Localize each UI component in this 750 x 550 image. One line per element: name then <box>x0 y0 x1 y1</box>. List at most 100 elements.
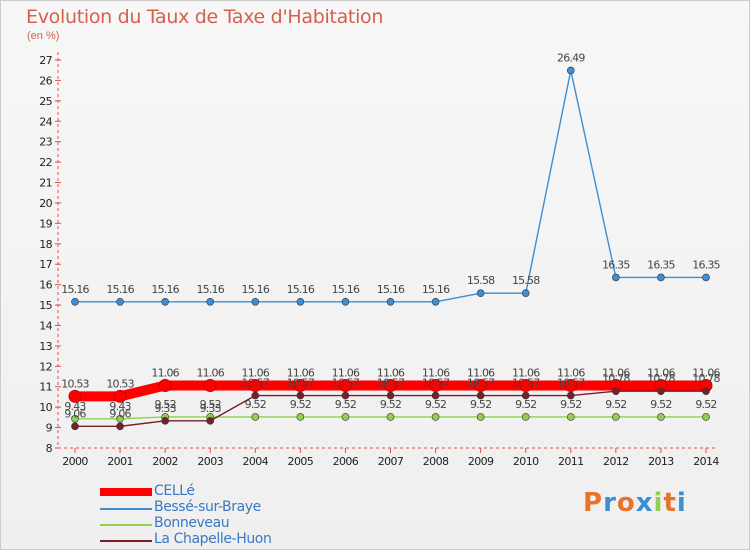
data-point <box>116 422 124 431</box>
data-label: 9.52 <box>380 398 401 411</box>
data-point <box>566 66 575 75</box>
data-label: 15.16 <box>287 283 315 296</box>
data-label: 10.57 <box>287 377 315 390</box>
data-label: 10.78 <box>602 372 630 385</box>
data-label: 11.06 <box>467 367 495 380</box>
y-tick-label: 14 <box>39 319 52 332</box>
data-label: 9.52 <box>515 398 536 411</box>
data-label: 16.35 <box>692 258 720 271</box>
data-point <box>431 297 440 306</box>
data-label: 10.57 <box>467 377 495 390</box>
data-label: 15.16 <box>106 283 134 296</box>
data-label: 9.33 <box>200 402 222 415</box>
data-point <box>566 391 575 400</box>
data-labels: 10.53 10.53 11.06 11.06 11.06 11.06 11.06 11.06… <box>61 51 721 420</box>
data-label: 15.16 <box>422 283 450 296</box>
data-point <box>251 297 260 306</box>
data-point <box>612 413 620 421</box>
data-point <box>161 417 169 425</box>
data-point <box>431 413 440 421</box>
data-point <box>296 297 305 306</box>
data-label: 9.43 <box>64 400 86 413</box>
data-label: 11.06 <box>647 367 675 380</box>
x-tick-label: 2005 <box>288 455 314 468</box>
data-point <box>429 379 443 393</box>
data-point <box>68 389 82 403</box>
x-tick-label: 2000 <box>62 455 88 468</box>
legend-swatch <box>100 508 152 510</box>
data-label: 15.16 <box>242 283 270 296</box>
legend-label: Bessé-sur-Braye <box>154 499 261 515</box>
data-point <box>341 391 350 400</box>
data-point <box>476 289 485 298</box>
data-point <box>248 379 262 393</box>
y-tick-label: 27 <box>39 54 52 67</box>
data-label: 15.58 <box>512 274 540 287</box>
data-point <box>341 297 350 306</box>
data-point <box>702 273 710 282</box>
data-label: 10.57 <box>242 377 270 390</box>
y-tick-label: 8 <box>46 442 53 455</box>
x-tick-label: 2003 <box>197 455 223 468</box>
data-point <box>296 413 305 421</box>
data-point <box>476 413 485 421</box>
x-tick-label: 2004 <box>242 455 268 468</box>
chart-title: Evolution du Taux de Taxe d'Habitation <box>26 6 384 28</box>
legend-swatch <box>100 524 152 526</box>
data-point <box>158 379 172 393</box>
legend-label: Bonneveau <box>154 515 230 531</box>
data-label: 15.16 <box>151 283 179 296</box>
x-tick-label: 2001 <box>107 455 133 468</box>
y-tick-label: 24 <box>39 115 52 128</box>
data-point <box>338 379 352 393</box>
data-label: 26.49 <box>557 51 585 64</box>
data-label: 16.35 <box>602 258 630 271</box>
y-tick-label: 23 <box>39 136 52 149</box>
data-point <box>116 414 124 423</box>
x-tick-label: 2011 <box>558 455 584 468</box>
y-tick-label: 16 <box>39 279 52 292</box>
data-label: 11.06 <box>692 367 720 380</box>
x-tick-label: 2007 <box>378 455 404 468</box>
data-point <box>206 417 215 425</box>
data-label: 11.06 <box>242 367 270 380</box>
data-point <box>564 379 578 393</box>
data-label: 9.52 <box>695 398 716 411</box>
x-tick-label: 2002 <box>152 455 178 468</box>
data-label: 10.78 <box>647 372 675 385</box>
data-point <box>206 297 215 306</box>
data-label: 9.52 <box>425 398 446 411</box>
data-label: 11.06 <box>332 367 360 380</box>
data-point <box>566 413 575 421</box>
data-label: 15.16 <box>196 283 224 296</box>
data-point <box>431 391 440 400</box>
data-point <box>203 379 217 393</box>
x-tick-label: 2008 <box>423 455 449 468</box>
data-point <box>251 413 260 421</box>
x-tick-label: 2014 <box>693 455 719 468</box>
data-point <box>71 414 79 423</box>
data-label: 11.06 <box>196 367 224 380</box>
legend-swatch <box>100 540 152 542</box>
x-tick-label: 2010 <box>513 455 539 468</box>
legend-label: CELLé <box>154 483 195 499</box>
x-tick-label: 2013 <box>648 455 674 468</box>
data-label: 15.58 <box>467 274 495 287</box>
data-point <box>521 289 530 298</box>
data-point <box>474 379 488 393</box>
data-point <box>113 389 127 403</box>
data-label: 9.43 <box>109 400 131 413</box>
data-label: 10.57 <box>377 377 405 390</box>
data-label: 10.53 <box>106 377 134 390</box>
data-point <box>702 413 710 421</box>
y-tick-label: 9 <box>46 422 53 435</box>
data-label: 11.06 <box>602 367 630 380</box>
legend-label: La Chapelle-Huon <box>154 531 272 547</box>
data-label: 9.52 <box>154 398 175 411</box>
data-point <box>293 379 307 393</box>
data-label: 9.52 <box>605 398 626 411</box>
data-label: 15.16 <box>377 283 405 296</box>
data-point <box>386 413 395 421</box>
data-label: 9.06 <box>64 407 86 420</box>
y-tick-label: 21 <box>39 177 52 190</box>
